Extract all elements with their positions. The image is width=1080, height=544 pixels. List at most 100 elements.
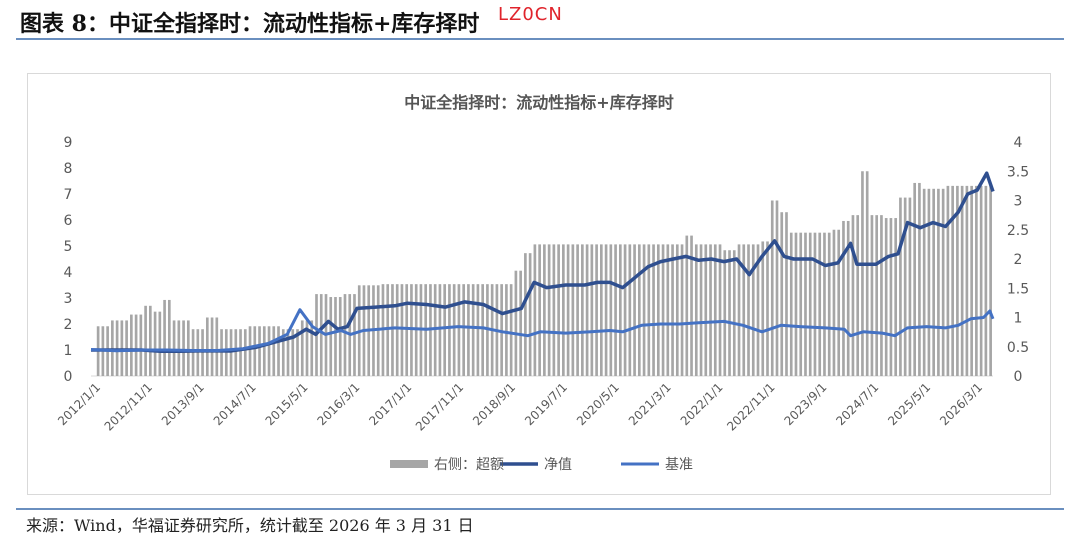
- chart-frame: 中证全指择时：流动性指标+库存择时 0 1 2 3 4 5 6 7 8 9 0 0.5 1 1.5 2 2.5…: [27, 73, 1051, 495]
- bar-excess: [248, 326, 252, 376]
- bar-excess: [690, 235, 693, 376]
- bar-excess: [623, 244, 627, 377]
- bar-excess: [338, 297, 342, 376]
- bar-excess: [296, 329, 299, 376]
- bar-excess: [842, 220, 845, 376]
- right-tick-label: 3: [1014, 194, 1023, 210]
- bar-excess: [628, 244, 632, 377]
- footer-rule: [16, 508, 1064, 510]
- legend-swatch-excess: [390, 460, 428, 468]
- bar-excess: [794, 232, 798, 376]
- bar-excess: [751, 244, 755, 377]
- bar-excess: [780, 212, 784, 376]
- bar-excess: [300, 320, 304, 376]
- bar-excess: [134, 314, 138, 376]
- line-benchmark: [90, 308, 995, 353]
- bar-excess: [832, 229, 836, 376]
- bar-excess: [163, 299, 166, 376]
- left-tick-label: 7: [64, 187, 73, 203]
- bar-excess: [979, 185, 983, 377]
- bar-excess: [785, 212, 788, 376]
- lines-group: [90, 171, 995, 354]
- bar-excess: [267, 326, 271, 376]
- bar-excess: [694, 244, 698, 377]
- bar-excess: [894, 218, 898, 376]
- bar-excess: [253, 326, 257, 376]
- right-tick-label: 2: [1014, 252, 1023, 268]
- bar-excess: [799, 232, 803, 376]
- bar-excess: [737, 244, 741, 377]
- bar-excess: [970, 185, 973, 377]
- bar-excess: [452, 284, 456, 376]
- bar-excess: [153, 311, 157, 376]
- bar-excess: [946, 185, 950, 377]
- bar-excess: [956, 185, 959, 377]
- bar-excess: [395, 284, 399, 376]
- bar-excess: [405, 284, 409, 376]
- bar-excess: [699, 244, 703, 377]
- bar-excess: [353, 294, 356, 376]
- bar-excess: [595, 244, 598, 377]
- right-tick-label: 1.5: [1007, 281, 1029, 297]
- x-tick-label: 2022/1/1: [678, 380, 726, 428]
- bar-excess: [243, 329, 247, 376]
- bar-excess: [756, 244, 760, 377]
- right-tick-label: 3.5: [1007, 164, 1029, 180]
- bar-excess: [761, 241, 765, 376]
- bar-excess: [899, 197, 902, 376]
- bar-excess: [262, 326, 266, 376]
- bar-excess: [723, 250, 727, 376]
- bar-excess: [144, 305, 147, 376]
- bar-excess: [865, 171, 869, 376]
- bar-excess: [234, 329, 238, 376]
- x-tick-label: 2012/1/1: [55, 380, 103, 428]
- left-tick-label: 0: [64, 369, 73, 385]
- bar-excess: [125, 320, 128, 376]
- bar-excess: [718, 244, 722, 377]
- bar-excess: [467, 284, 470, 376]
- bars-group: [96, 171, 992, 377]
- x-tick-label: 2013/9/1: [159, 380, 207, 428]
- bar-excess: [913, 182, 916, 376]
- bar-excess: [277, 326, 280, 376]
- bar-excess: [818, 232, 822, 376]
- bar-excess: [875, 215, 879, 377]
- x-tick-label: 2018/9/1: [470, 380, 518, 428]
- bar-excess: [889, 218, 893, 376]
- bar-excess: [775, 200, 779, 376]
- bar-excess: [168, 299, 171, 376]
- x-tick-label: 2016/3/1: [315, 380, 363, 428]
- bar-excess: [576, 244, 579, 377]
- bar-excess: [827, 232, 831, 376]
- x-tick-label: 2023/9/1: [781, 380, 829, 428]
- bar-excess: [837, 229, 841, 376]
- bar-excess: [861, 171, 864, 376]
- bar-excess: [637, 244, 641, 377]
- bar-excess: [941, 188, 945, 376]
- line-nav: [91, 171, 995, 354]
- bar-excess: [846, 220, 850, 376]
- bar-excess: [870, 215, 874, 377]
- bar-excess: [462, 284, 465, 376]
- bar-excess: [538, 244, 541, 377]
- bar-excess: [656, 244, 660, 377]
- bar-excess: [281, 329, 285, 376]
- left-tick-label: 4: [64, 265, 73, 281]
- bar-excess: [177, 320, 181, 376]
- x-tick-label: 2024/7/1: [833, 380, 881, 428]
- bar-excess: [533, 244, 537, 377]
- x-tick-label: 2022/11/1: [724, 380, 777, 433]
- bar-excess: [149, 305, 152, 376]
- bar-excess: [443, 284, 447, 376]
- left-tick-label: 2: [64, 317, 73, 333]
- bar-excess: [600, 244, 603, 377]
- bar-excess: [566, 244, 570, 377]
- bar-excess: [633, 244, 636, 377]
- x-tick-label: 2017/11/1: [413, 380, 466, 433]
- bar-excess: [201, 329, 204, 376]
- bar-excess: [808, 232, 812, 376]
- bar-excess: [742, 244, 746, 377]
- bar-excess: [115, 320, 119, 376]
- x-tick-label: 2014/7/1: [211, 380, 259, 428]
- x-tick-label: 2017/1/1: [366, 380, 414, 428]
